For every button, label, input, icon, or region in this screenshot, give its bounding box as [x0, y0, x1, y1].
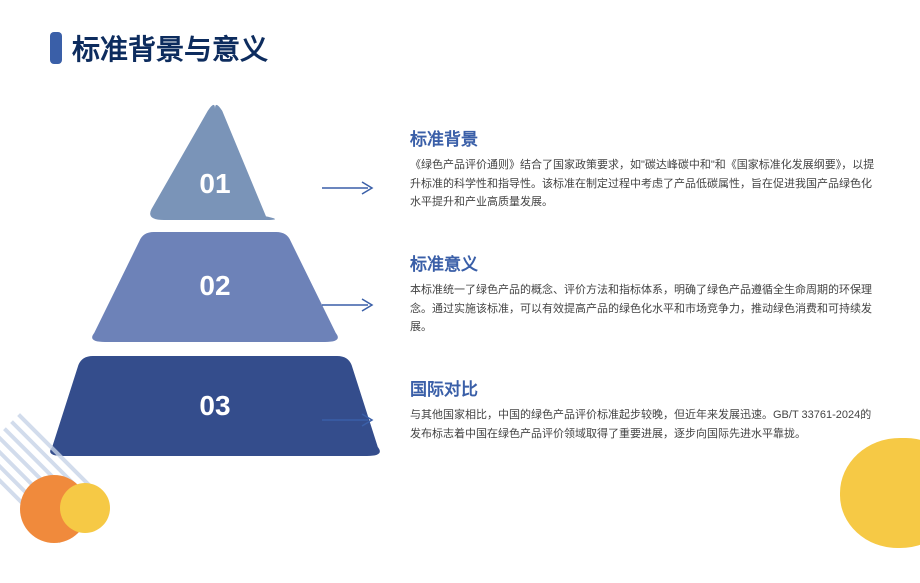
section-1-title: 标准背景 — [410, 125, 880, 150]
arrow-1 — [320, 178, 380, 180]
yellow-circle-decoration — [60, 483, 110, 533]
title-accent-bar — [50, 32, 62, 64]
yellow-blob-decoration — [840, 438, 920, 548]
section-2: 标准意义 本标准统一了绿色产品的概念、评价方法和指标体系，明确了绿色产品遵循全生… — [410, 250, 880, 337]
section-1: 标准背景 《绿色产品评价通则》结合了国家政策要求，如"碳达峰碳中和"和《国家标准… — [410, 125, 880, 212]
section-2-title: 标准意义 — [410, 250, 880, 275]
tier-3-number: 03 — [199, 390, 230, 422]
arrow-2 — [320, 295, 380, 297]
section-2-body: 本标准统一了绿色产品的概念、评价方法和指标体系，明确了绿色产品遵循全生命周期的环… — [410, 281, 880, 337]
arrow-3 — [320, 410, 380, 412]
pyramid-diagram: 01 02 03 — [65, 100, 365, 460]
section-3-body: 与其他国家相比，中国的绿色产品评价标准起步较晚，但近年来发展迅速。GB/T 33… — [410, 406, 880, 443]
section-3-title: 国际对比 — [410, 375, 880, 400]
pyramid-tier-1 — [146, 100, 284, 220]
tier-2-number: 02 — [199, 270, 230, 302]
page-title: 标准背景与意义 — [72, 28, 268, 68]
tier-1-number: 01 — [199, 168, 230, 200]
page-title-container: 标准背景与意义 — [50, 28, 268, 68]
section-3: 国际对比 与其他国家相比，中国的绿色产品评价标准起步较晚，但近年来发展迅速。GB… — [410, 375, 880, 443]
section-1-body: 《绿色产品评价通则》结合了国家政策要求，如"碳达峰碳中和"和《国家标准化发展纲要… — [410, 156, 880, 212]
